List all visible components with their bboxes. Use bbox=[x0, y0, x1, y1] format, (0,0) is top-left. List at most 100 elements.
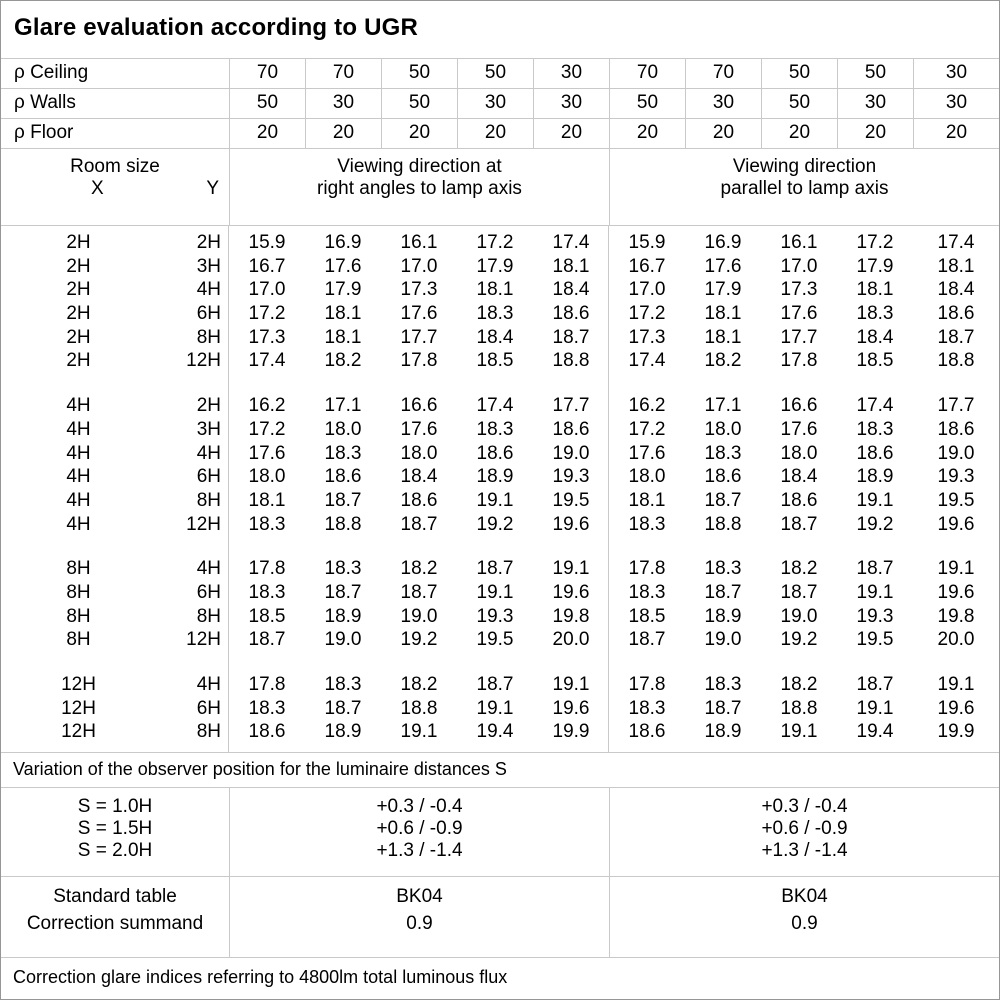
ugr-value: 18.3 bbox=[628, 581, 666, 603]
reflectance-value: 50 bbox=[761, 59, 837, 88]
correction-summand-value: 0.9 bbox=[406, 913, 433, 934]
ugr-value: 19.2 bbox=[780, 629, 818, 651]
s-distance-labels: S = 1.0H S = 1.5H S = 2.0H bbox=[1, 788, 229, 876]
ugr-value: 18.1 bbox=[704, 326, 742, 348]
ugr-row: 4H 12H 18.3 18.8 18.7 19.2 19.6 18.3 18.8 18.7 19.… bbox=[1, 513, 999, 537]
room-x: 4H bbox=[66, 418, 91, 440]
ugr-value: 15.9 bbox=[248, 232, 286, 253]
ugr-value: 17.6 bbox=[324, 255, 362, 277]
ugr-value: 18.8 bbox=[400, 697, 438, 719]
reflectance-value: 70 bbox=[229, 59, 305, 88]
ugr-value: 18.7 bbox=[780, 513, 818, 535]
ugr-value: 18.9 bbox=[324, 605, 362, 627]
room-x: 2H bbox=[66, 303, 91, 325]
ugr-value: 19.6 bbox=[552, 513, 590, 535]
ugr-value: 18.6 bbox=[856, 442, 894, 464]
ugr-value: 17.3 bbox=[248, 326, 286, 348]
reflectance-value: 30 bbox=[837, 89, 913, 118]
ugr-value: 18.7 bbox=[628, 629, 666, 651]
ugr-value: 18.1 bbox=[628, 489, 666, 511]
ugr-value: 18.1 bbox=[476, 279, 514, 301]
ugr-value: 18.0 bbox=[324, 418, 362, 440]
ugr-value: 19.0 bbox=[937, 442, 975, 464]
ugr-value: 19.5 bbox=[552, 489, 590, 511]
ugr-value: 19.1 bbox=[856, 489, 894, 511]
reflectance-value: 70 bbox=[609, 59, 685, 88]
s-correction-value: +0.6 / -0.9 bbox=[761, 818, 848, 839]
room-y: 8H bbox=[196, 721, 221, 743]
ugr-value: 19.0 bbox=[400, 605, 438, 627]
ugr-value: 18.3 bbox=[324, 442, 362, 464]
ugr-value: 18.7 bbox=[248, 629, 286, 651]
ugr-value: 16.7 bbox=[628, 255, 666, 277]
ugr-value: 18.5 bbox=[476, 350, 514, 372]
ugr-value: 17.7 bbox=[400, 326, 438, 348]
reflectance-label: ρ Ceiling bbox=[14, 62, 89, 83]
room-size-cell: 2H 6H bbox=[1, 302, 229, 326]
ugr-value: 18.6 bbox=[704, 466, 742, 488]
room-y: 3H bbox=[196, 418, 221, 440]
room-size-cell: 2H 3H bbox=[1, 255, 229, 279]
ugr-value: 16.6 bbox=[400, 395, 438, 417]
ugr-value: 19.0 bbox=[780, 605, 818, 627]
reflectance-value: 30 bbox=[913, 59, 999, 88]
reflectance-value: 20 bbox=[533, 119, 609, 148]
room-x: 4H bbox=[66, 466, 91, 488]
table-header-row: Room size X Y Viewing direction at right… bbox=[1, 149, 999, 226]
ugr-value: 18.8 bbox=[704, 513, 742, 535]
room-size-axes: X Y bbox=[1, 178, 229, 200]
ugr-value: 19.8 bbox=[552, 605, 590, 627]
ugr-value: 18.8 bbox=[780, 697, 818, 719]
ugr-value: 18.4 bbox=[552, 279, 590, 301]
ugr-value: 18.6 bbox=[324, 466, 362, 488]
ugr-value: 19.1 bbox=[937, 674, 975, 695]
room-x: 2H bbox=[66, 350, 91, 372]
ugr-value: 19.9 bbox=[937, 721, 975, 743]
ugr-value: 17.0 bbox=[628, 279, 666, 301]
ugr-value: 17.1 bbox=[324, 395, 362, 417]
reflectance-value: 20 bbox=[457, 119, 533, 148]
reflectance-value: 30 bbox=[533, 89, 609, 118]
ugr-row: 2H 8H 17.3 18.1 17.7 18.4 18.7 17.3 18.1 17.7 18.4… bbox=[1, 326, 999, 350]
ugr-value: 19.5 bbox=[937, 489, 975, 511]
room-y: 6H bbox=[196, 581, 221, 603]
ugr-row: 12H 4H 17.8 18.3 18.2 18.7 19.1 17.8 18.3 18.2 18.… bbox=[1, 673, 999, 697]
ugr-value: 18.3 bbox=[324, 558, 362, 580]
ugr-value: 19.0 bbox=[704, 629, 742, 651]
ugr-value: 18.9 bbox=[324, 721, 362, 743]
ugr-value: 18.9 bbox=[704, 721, 742, 743]
s-correction-right: +0.3 / -0.4 +0.6 / -0.9 +1.3 / -1.4 bbox=[609, 788, 999, 876]
ugr-value: 18.9 bbox=[476, 466, 514, 488]
ugr-value: 18.3 bbox=[248, 697, 286, 719]
ugr-row: 8H 12H 18.7 19.0 19.2 19.5 20.0 18.7 19.0 19.2 19.… bbox=[1, 628, 999, 652]
ugr-value: 20.0 bbox=[552, 629, 590, 651]
ugr-value: 17.9 bbox=[476, 255, 514, 277]
reflectance-value: 30 bbox=[457, 89, 533, 118]
reflectance-value: 20 bbox=[685, 119, 761, 148]
ugr-value: 18.7 bbox=[780, 581, 818, 603]
room-size-cell: 12H 8H bbox=[1, 720, 229, 744]
reflectance-row: ρ Floor 20 20 20 20 20 20 20 20 20 20 bbox=[1, 119, 999, 149]
reflectance-value: 20 bbox=[913, 119, 999, 148]
ugr-value: 18.7 bbox=[324, 697, 362, 719]
room-size-cell: 12H 4H bbox=[1, 673, 229, 697]
ugr-value: 17.8 bbox=[248, 558, 286, 580]
ugr-value: 18.9 bbox=[856, 466, 894, 488]
ugr-row: 4H 4H 17.6 18.3 18.0 18.6 19.0 17.6 18.3 18.0 18.6… bbox=[1, 442, 999, 466]
ugr-value: 18.2 bbox=[400, 558, 438, 580]
ugr-value: 18.3 bbox=[248, 513, 286, 535]
ugr-value: 18.1 bbox=[324, 326, 362, 348]
standard-table-value: BK04 bbox=[396, 886, 443, 907]
ugr-value: 17.6 bbox=[248, 442, 286, 464]
ugr-value: 16.7 bbox=[248, 255, 286, 277]
room-y: 12H bbox=[186, 350, 221, 372]
ugr-row: 12H 6H 18.3 18.7 18.8 19.1 19.6 18.3 18.7 18.8 19.… bbox=[1, 697, 999, 721]
ugr-value: 18.0 bbox=[400, 442, 438, 464]
ugr-value: 18.7 bbox=[856, 674, 894, 695]
ugr-value: 17.0 bbox=[780, 255, 818, 277]
ugr-value: 17.8 bbox=[400, 350, 438, 372]
room-x: 2H bbox=[66, 255, 91, 277]
room-y: 8H bbox=[196, 489, 221, 511]
ugr-value: 19.6 bbox=[937, 581, 975, 603]
room-size-cell: 4H 12H bbox=[1, 513, 229, 537]
